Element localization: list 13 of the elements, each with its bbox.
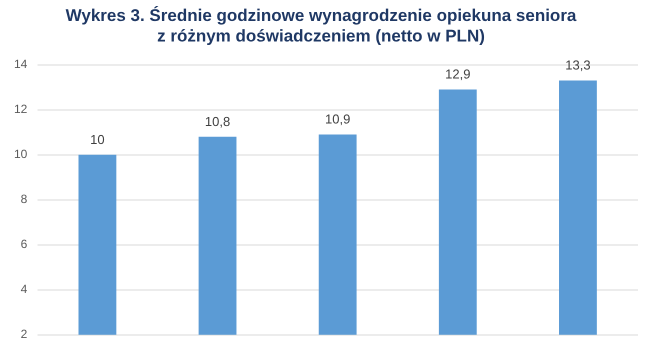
data-label: 13,3 bbox=[565, 58, 591, 73]
y-tick-label: 10 bbox=[14, 147, 28, 162]
y-tick-label: 8 bbox=[20, 192, 28, 206]
y-tick-label: 14 bbox=[14, 57, 28, 72]
y-tick-label: 4 bbox=[20, 282, 28, 296]
y-tick-label: 2 bbox=[20, 327, 28, 342]
y-tick-label: 12 bbox=[14, 102, 28, 116]
y-tick-label: 6 bbox=[20, 237, 28, 252]
data-label: 12,9 bbox=[445, 66, 470, 82]
data-label: 10,8 bbox=[204, 114, 230, 129]
data-label: 10 bbox=[90, 132, 105, 147]
chart-title: Wykres 3. Średnie godzinowe wynagrodzenie opiekuna seniora z różnym doświadczeniem (netto w PLN) bbox=[66, 4, 577, 46]
data-label: 10,9 bbox=[325, 112, 350, 127]
